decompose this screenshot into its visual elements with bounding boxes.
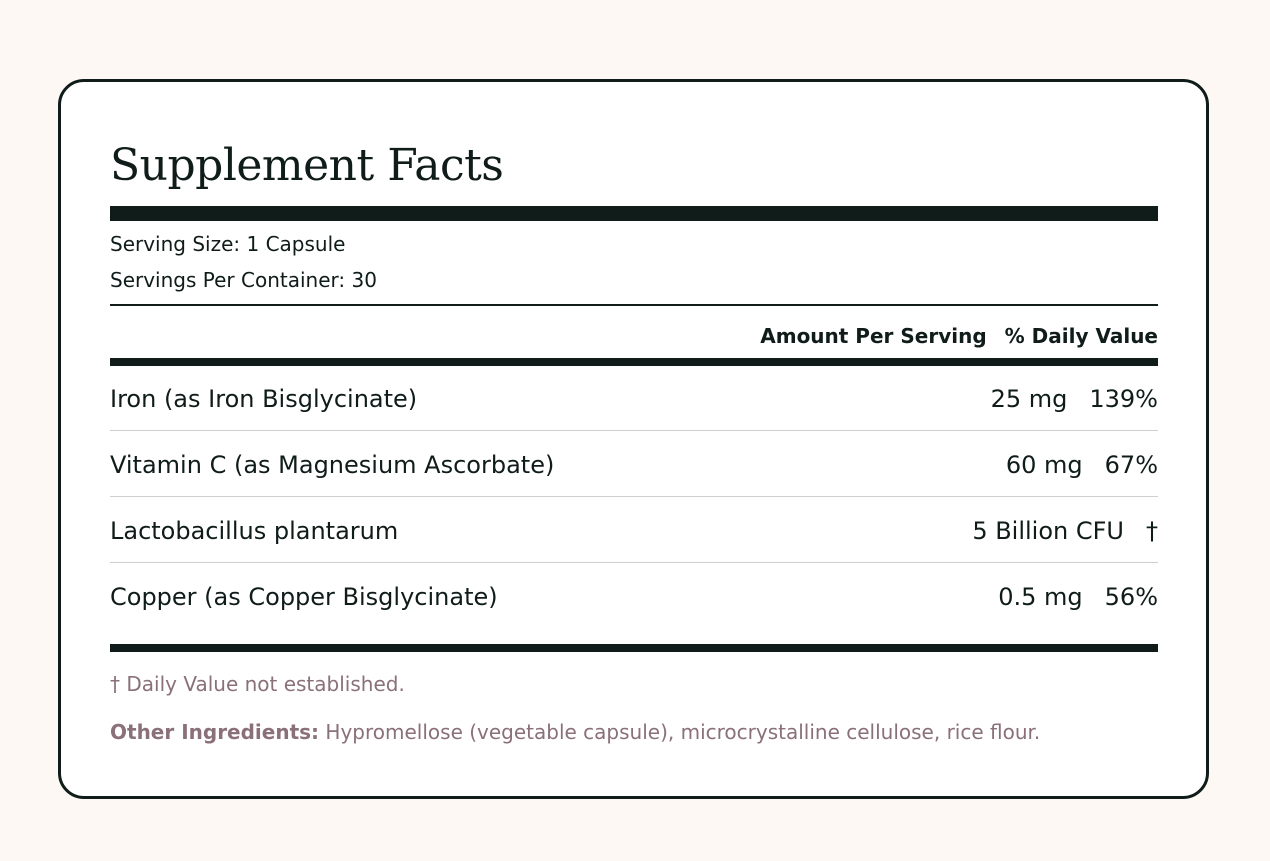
nutrient-values: 5 Billion CFU † xyxy=(972,515,1158,547)
nutrient-row: Iron (as Iron Bisglycinate) 25 mg 139% xyxy=(110,365,1158,431)
nutrient-daily-value: † xyxy=(1146,517,1158,545)
nutrient-row: Copper (as Copper Bisglycinate) 0.5 mg 56… xyxy=(110,563,1158,629)
footer-divider xyxy=(110,644,1158,652)
nutrient-row: Vitamin C (as Magnesium Ascorbate) 60 mg… xyxy=(110,431,1158,497)
nutrient-amount: 0.5 mg xyxy=(998,583,1083,611)
panel-title: Supplement Facts xyxy=(110,140,504,191)
nutrient-daily-value: 56% xyxy=(1104,583,1158,611)
nutrient-values: 60 mg 67% xyxy=(1006,449,1158,481)
serving-divider xyxy=(110,304,1158,306)
servings-per-container: Servings Per Container: 30 xyxy=(110,268,377,292)
nutrient-amount: 60 mg xyxy=(1005,451,1083,479)
title-divider xyxy=(110,206,1158,221)
nutrient-values: 25 mg 139% xyxy=(991,383,1158,415)
nutrient-list: Iron (as Iron Bisglycinate) 25 mg 139% Vi… xyxy=(110,365,1158,629)
nutrient-daily-value: 67% xyxy=(1104,451,1158,479)
other-ingredients-label: Other Ingredients: xyxy=(110,720,320,744)
other-ingredients-text: Hypromellose (vegetable capsule), microc… xyxy=(319,720,1041,744)
header-divider xyxy=(110,358,1158,366)
nutrient-daily-value: 139% xyxy=(1089,385,1158,413)
supplement-facts-panel: Supplement Facts Serving Size: 1 Capsule… xyxy=(58,79,1209,799)
nutrient-name: Lactobacillus plantarum xyxy=(110,517,399,545)
nutrient-name: Copper (as Copper Bisglycinate) xyxy=(110,583,498,611)
daily-value-footnote: † Daily Value not established. xyxy=(110,672,405,696)
nutrient-row: Lactobacillus plantarum 5 Billion CFU † xyxy=(110,497,1158,563)
nutrient-name: Iron (as Iron Bisglycinate) xyxy=(110,385,418,413)
serving-size: Serving Size: 1 Capsule xyxy=(110,232,346,256)
nutrient-amount: 25 mg xyxy=(990,385,1068,413)
daily-value-header: % Daily Value xyxy=(1004,324,1158,348)
column-headers: Amount Per Serving % Daily Value xyxy=(760,322,1158,350)
other-ingredients: Other Ingredients: Hypromellose (vegetab… xyxy=(110,718,1040,746)
nutrient-amount: 5 Billion CFU xyxy=(972,517,1124,545)
nutrient-name: Vitamin C (as Magnesium Ascorbate) xyxy=(110,451,555,479)
amount-per-serving-header: Amount Per Serving xyxy=(760,324,987,348)
nutrient-values: 0.5 mg 56% xyxy=(998,581,1158,613)
